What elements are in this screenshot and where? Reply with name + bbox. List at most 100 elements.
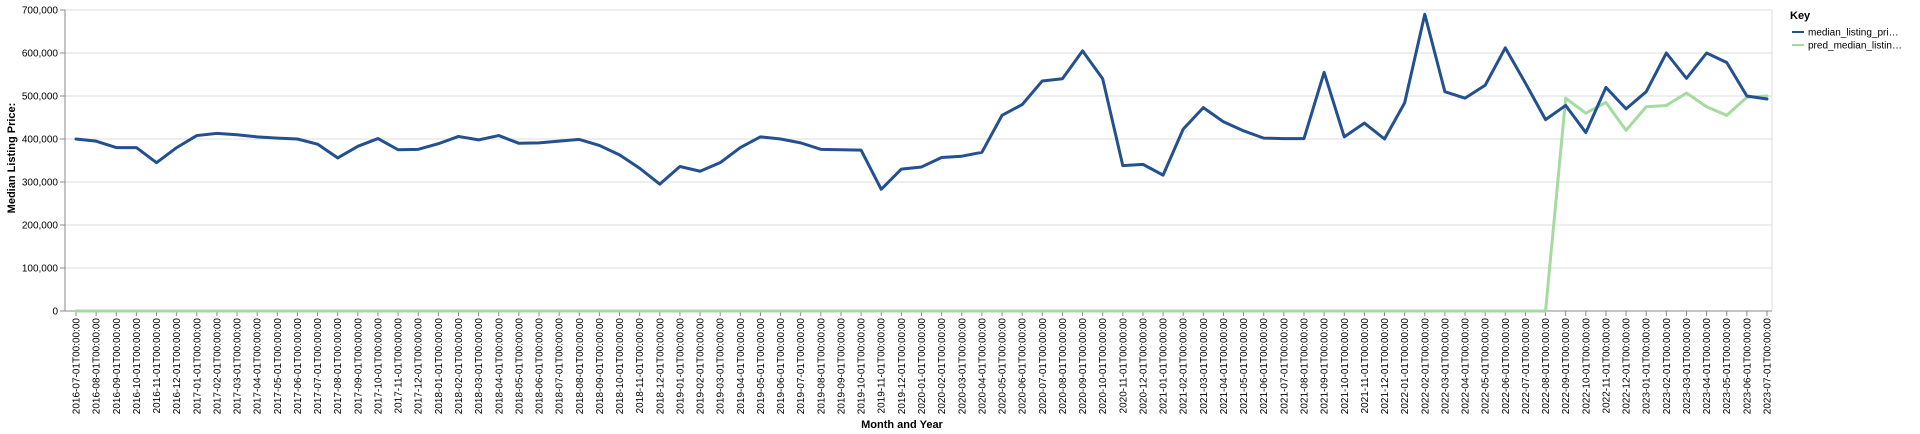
- y-tick-label: 0: [52, 307, 58, 318]
- x-tick-label: 2022-02-01T00:00:00: [1420, 318, 1431, 415]
- x-tick-label: 2019-05-01T00:00:00: [756, 318, 767, 415]
- x-tick-label: 2020-12-01T00:00:00: [1138, 318, 1149, 415]
- x-tick-label: 2020-03-01T00:00:00: [957, 318, 968, 415]
- y-tick-label: 300,000: [22, 178, 59, 189]
- x-tick-label: 2016-12-01T00:00:00: [172, 318, 183, 415]
- series-line-pred-median-listing-price: [74, 91, 1769, 313]
- series-lines: [74, 12, 1769, 313]
- x-tick-label: 2018-03-01T00:00:00: [474, 318, 485, 415]
- x-tick-label: 2019-03-01T00:00:00: [716, 318, 727, 415]
- x-tick-label: 2018-10-01T00:00:00: [615, 318, 626, 415]
- y-tick-label: 100,000: [22, 264, 59, 275]
- x-tick-label: 2021-07-01T00:00:00: [1279, 318, 1290, 415]
- x-tick-label: 2020-01-01T00:00:00: [917, 318, 928, 415]
- x-tick-label: 2023-07-01T00:00:00: [1763, 318, 1774, 415]
- x-tick-label: 2022-05-01T00:00:00: [1481, 318, 1492, 415]
- x-axis-title: Month and Year: [861, 419, 943, 431]
- x-tick-label: 2021-01-01T00:00:00: [1159, 318, 1170, 415]
- x-tick-label: 2022-10-01T00:00:00: [1581, 318, 1592, 415]
- x-tick-label: 2016-08-01T00:00:00: [92, 318, 103, 415]
- x-tick-label: 2021-08-01T00:00:00: [1299, 318, 1310, 415]
- x-tick-label: 2018-04-01T00:00:00: [494, 318, 505, 415]
- x-tick-label: 2022-01-01T00:00:00: [1400, 318, 1411, 415]
- x-tick-label: 2019-11-01T00:00:00: [877, 318, 888, 414]
- x-tick-label: 2020-02-01T00:00:00: [937, 318, 948, 415]
- legend-label: pred_median_listin…: [1808, 41, 1902, 52]
- x-tick-label: 2020-09-01T00:00:00: [1078, 318, 1089, 415]
- x-tick-label: 2017-07-01T00:00:00: [313, 318, 324, 415]
- x-tick-label: 2020-06-01T00:00:00: [1018, 318, 1029, 415]
- x-tick-label: 2017-03-01T00:00:00: [233, 318, 244, 415]
- x-tick-label: 2022-08-01T00:00:00: [1541, 318, 1552, 415]
- x-tick-label: 2018-09-01T00:00:00: [595, 318, 606, 415]
- x-tick-label: 2019-10-01T00:00:00: [857, 318, 868, 415]
- x-tick-label: 2023-02-01T00:00:00: [1662, 318, 1673, 415]
- x-tick-label: 2020-07-01T00:00:00: [1038, 318, 1049, 415]
- x-tick-label: 2020-08-01T00:00:00: [1058, 318, 1069, 415]
- x-tick-label: 2020-10-01T00:00:00: [1098, 318, 1109, 415]
- x-tick-label: 2020-05-01T00:00:00: [998, 318, 1009, 415]
- x-tick-label: 2021-02-01T00:00:00: [1179, 318, 1190, 415]
- x-tick-label: 2017-11-01T00:00:00: [394, 318, 405, 414]
- y-axis-title: Median Listing Price:: [6, 103, 18, 214]
- x-tick-label: 2018-05-01T00:00:00: [514, 318, 525, 415]
- x-tick-label: 2019-06-01T00:00:00: [776, 318, 787, 415]
- x-tick-label: 2022-06-01T00:00:00: [1501, 318, 1512, 415]
- x-tick-label: 2020-04-01T00:00:00: [977, 318, 988, 415]
- x-tick-label: 2018-07-01T00:00:00: [555, 318, 566, 415]
- x-tick-label: 2017-10-01T00:00:00: [373, 318, 384, 415]
- x-tick-label: 2021-09-01T00:00:00: [1320, 318, 1331, 415]
- x-tick-label: 2017-01-01T00:00:00: [192, 318, 203, 415]
- x-tick-label: 2021-05-01T00:00:00: [1239, 318, 1250, 415]
- y-tick-label: 600,000: [22, 49, 59, 60]
- legend: Key median_listing_pri… pred_median_listi…: [1790, 10, 1902, 52]
- x-tick-label: 2020-11-01T00:00:00: [1118, 318, 1129, 414]
- x-tick-label: 2019-12-01T00:00:00: [897, 318, 908, 415]
- y-tick-label: 400,000: [22, 135, 59, 146]
- x-tick-label: 2016-09-01T00:00:00: [112, 318, 123, 415]
- x-tick-label: 2017-05-01T00:00:00: [273, 318, 284, 415]
- x-tick-label: 2022-12-01T00:00:00: [1622, 318, 1633, 415]
- x-tick-label: 2016-07-01T00:00:00: [72, 318, 83, 415]
- x-tick-label: 2021-06-01T00:00:00: [1259, 318, 1270, 415]
- x-tick-label: 2023-03-01T00:00:00: [1682, 318, 1693, 415]
- x-tick-label: 2018-02-01T00:00:00: [454, 318, 465, 415]
- y-tick-label: 700,000: [22, 6, 59, 17]
- series-line-median-listing-price: [74, 12, 1769, 191]
- x-tick-label: 2017-08-01T00:00:00: [333, 318, 344, 415]
- x-tick-label: 2022-09-01T00:00:00: [1561, 318, 1572, 415]
- x-tick-label: 2022-04-01T00:00:00: [1461, 318, 1472, 415]
- x-tick-label: 2019-09-01T00:00:00: [836, 318, 847, 415]
- x-tick-label: 2022-07-01T00:00:00: [1521, 318, 1532, 415]
- x-tick-label: 2023-06-01T00:00:00: [1742, 318, 1753, 415]
- x-tick-label: 2021-12-01T00:00:00: [1380, 318, 1391, 415]
- x-tick-label: 2021-11-01T00:00:00: [1360, 318, 1371, 414]
- x-tick-label: 2017-02-01T00:00:00: [212, 318, 223, 415]
- legend-title: Key: [1790, 10, 1811, 22]
- x-tick-label: 2019-04-01T00:00:00: [736, 318, 747, 415]
- x-tick-label: 2016-11-01T00:00:00: [152, 318, 163, 414]
- y-axis: 0 100,000 200,000 300,000 400,000 500,000 600,…: [22, 6, 66, 318]
- x-tick-label: 2021-10-01T00:00:00: [1340, 318, 1351, 415]
- x-tick-label: 2022-03-01T00:00:00: [1440, 318, 1451, 415]
- x-tick-label: 2018-11-01T00:00:00: [635, 318, 646, 414]
- x-tick-label: 2017-04-01T00:00:00: [253, 318, 264, 415]
- x-tick-label: 2019-08-01T00:00:00: [816, 318, 827, 415]
- x-tick-label: 2017-12-01T00:00:00: [414, 318, 425, 415]
- x-tick-label: 2016-10-01T00:00:00: [132, 318, 143, 415]
- y-tick-label: 200,000: [22, 221, 59, 232]
- x-tick-label: 2019-02-01T00:00:00: [696, 318, 707, 415]
- x-tick-label: 2023-05-01T00:00:00: [1722, 318, 1733, 415]
- x-tick-label: 2017-06-01T00:00:00: [293, 318, 304, 415]
- x-tick-label: 2018-01-01T00:00:00: [434, 318, 445, 415]
- x-tick-label: 2018-08-01T00:00:00: [575, 318, 586, 415]
- legend-label: median_listing_pri…: [1808, 28, 1899, 39]
- x-axis: 2016-07-01T00:00:00 2016-08-01T00:00:00 20…: [65, 310, 1774, 415]
- x-tick-label: 2021-04-01T00:00:00: [1219, 318, 1230, 415]
- x-tick-label: 2021-03-01T00:00:00: [1199, 318, 1210, 415]
- x-tick-label: 2023-01-01T00:00:00: [1642, 318, 1653, 415]
- x-tick-label: 2018-12-01T00:00:00: [655, 318, 666, 415]
- x-tick-label: 2022-11-01T00:00:00: [1601, 318, 1612, 414]
- x-tick-label: 2017-09-01T00:00:00: [353, 318, 364, 415]
